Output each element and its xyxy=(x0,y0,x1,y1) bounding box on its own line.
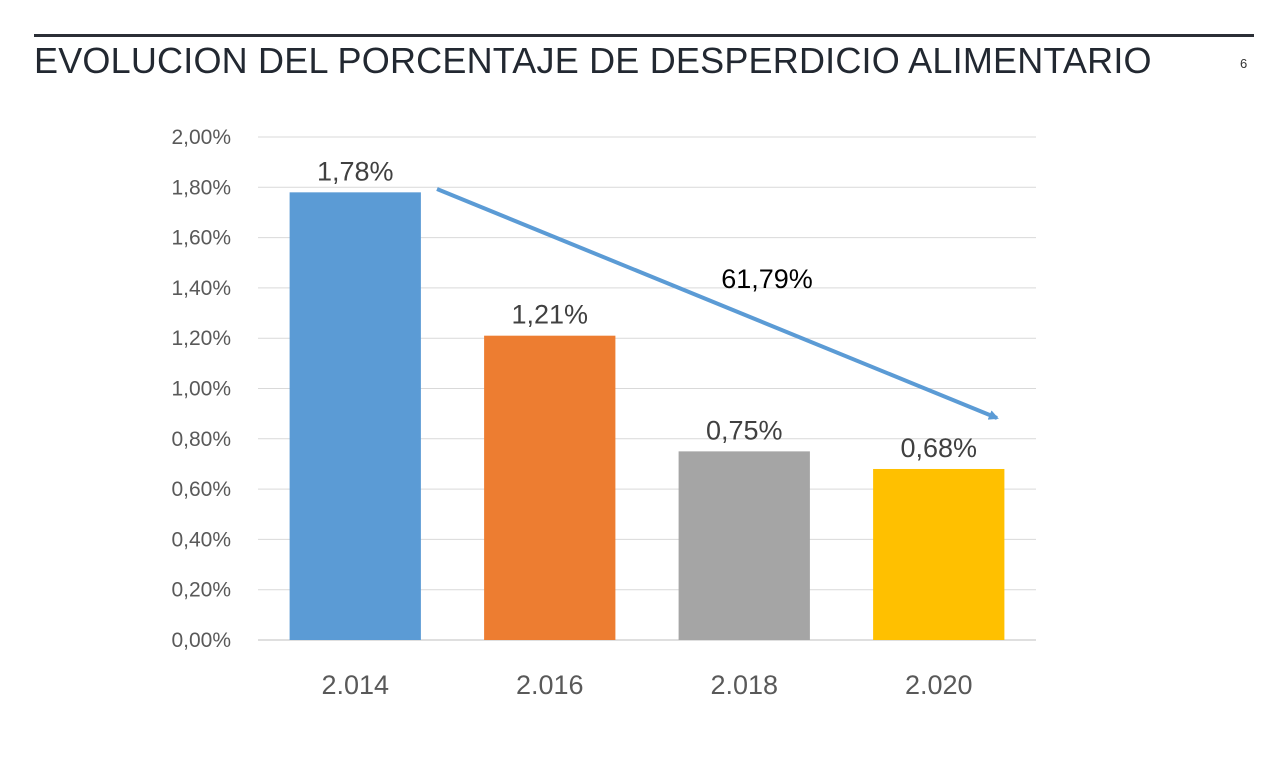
x-tick-label: 2.020 xyxy=(905,670,973,700)
trend-annotation: 61,79% xyxy=(436,187,999,420)
page-number: 6 xyxy=(1240,56,1248,71)
trend-arrow xyxy=(436,187,999,420)
bar xyxy=(678,451,810,640)
bar xyxy=(289,192,421,640)
y-tick-label: 1,40% xyxy=(171,277,231,300)
data-label: 1,21% xyxy=(511,300,588,330)
y-tick-label: 1,80% xyxy=(171,176,231,199)
y-tick-label: 2,00% xyxy=(171,126,231,149)
bar xyxy=(873,468,1005,640)
y-tick-label: 0,60% xyxy=(171,478,231,501)
data-label: 1,78% xyxy=(317,156,394,186)
y-tick-label: 0,80% xyxy=(171,428,231,451)
title-rule xyxy=(34,34,1254,37)
x-tick-label: 2.018 xyxy=(710,670,778,700)
bar xyxy=(484,335,616,640)
x-axis-ticks: 2.014 2.016 2.018 2.020 xyxy=(321,670,972,700)
y-axis-ticks: 0,00% 0,20% 0,40% 0,60% 0,80% 1,00% 1,20% 1,40%… xyxy=(171,126,231,652)
data-label: 0,68% xyxy=(900,433,977,463)
bars xyxy=(289,192,1005,640)
data-label: 0,75% xyxy=(706,415,783,445)
x-tick-label: 2.014 xyxy=(321,670,389,700)
x-tick-label: 2.016 xyxy=(516,670,584,700)
trend-annotation-label: 61,79% xyxy=(721,264,813,294)
data-labels: 1,78% 1,21% 0,75% 0,68% xyxy=(317,156,977,463)
y-tick-label: 1,60% xyxy=(171,227,231,250)
slide-title: EVOLUCION DEL PORCENTAJE DE DESPERDICIO … xyxy=(34,40,1152,81)
y-tick-label: 0,40% xyxy=(171,528,231,551)
y-tick-label: 0,20% xyxy=(171,579,231,602)
y-tick-label: 1,00% xyxy=(171,378,231,401)
y-tick-label: 0,00% xyxy=(171,629,231,652)
y-tick-label: 1,20% xyxy=(171,327,231,350)
